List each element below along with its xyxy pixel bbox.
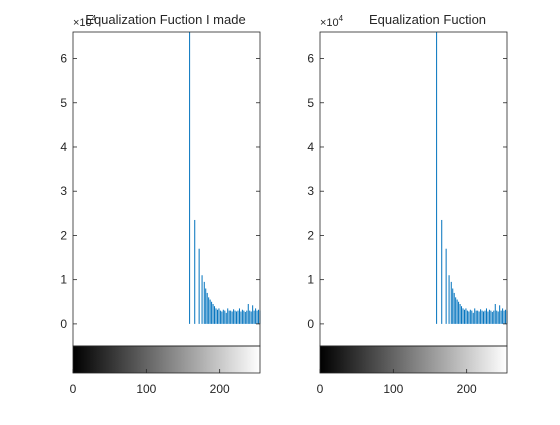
y-tick-label: 3: [307, 184, 314, 198]
axes-frame: [72, 31, 261, 347]
x-tick-label: 100: [136, 382, 156, 396]
histogram-axes-right: 0 1 2 3 4 5 6 0 100 200 ×104 Equalization Fuction: [307, 12, 508, 396]
y-tick-label: 2: [307, 228, 314, 242]
chart-title: Equalization Fuction I made: [85, 12, 245, 27]
y-tick-label: 2: [60, 228, 67, 242]
x-tick-label: 100: [383, 382, 403, 396]
y-tick-label: 0: [60, 317, 67, 331]
y-tick-label: 0: [307, 317, 314, 331]
plot-area: [320, 32, 507, 346]
x-tick-label: 200: [457, 382, 477, 396]
plot-area: [73, 32, 260, 346]
y-tick-label: 4: [307, 140, 314, 154]
chart-title: Equalization Fuction: [369, 12, 486, 27]
y-tick-label: 3: [60, 184, 67, 198]
grayscale-colorbar: [73, 346, 260, 373]
y-exponent-label: ×104: [73, 14, 97, 29]
grayscale-colorbar: [320, 346, 507, 373]
x-tick-label: 200: [210, 382, 230, 396]
y-tick-label: 4: [60, 140, 67, 154]
y-tick-label: 6: [60, 52, 67, 66]
y-tick-label: 5: [307, 96, 314, 110]
y-tick-label: 5: [60, 96, 67, 110]
y-tick-label: 6: [307, 52, 314, 66]
y-exponent-label: ×104: [320, 14, 344, 29]
x-tick-label: 0: [70, 382, 77, 396]
x-tick-label: 0: [317, 382, 324, 396]
axes-frame: [319, 31, 508, 347]
y-tick-label: 1: [60, 273, 67, 287]
y-tick-label: 1: [307, 273, 314, 287]
